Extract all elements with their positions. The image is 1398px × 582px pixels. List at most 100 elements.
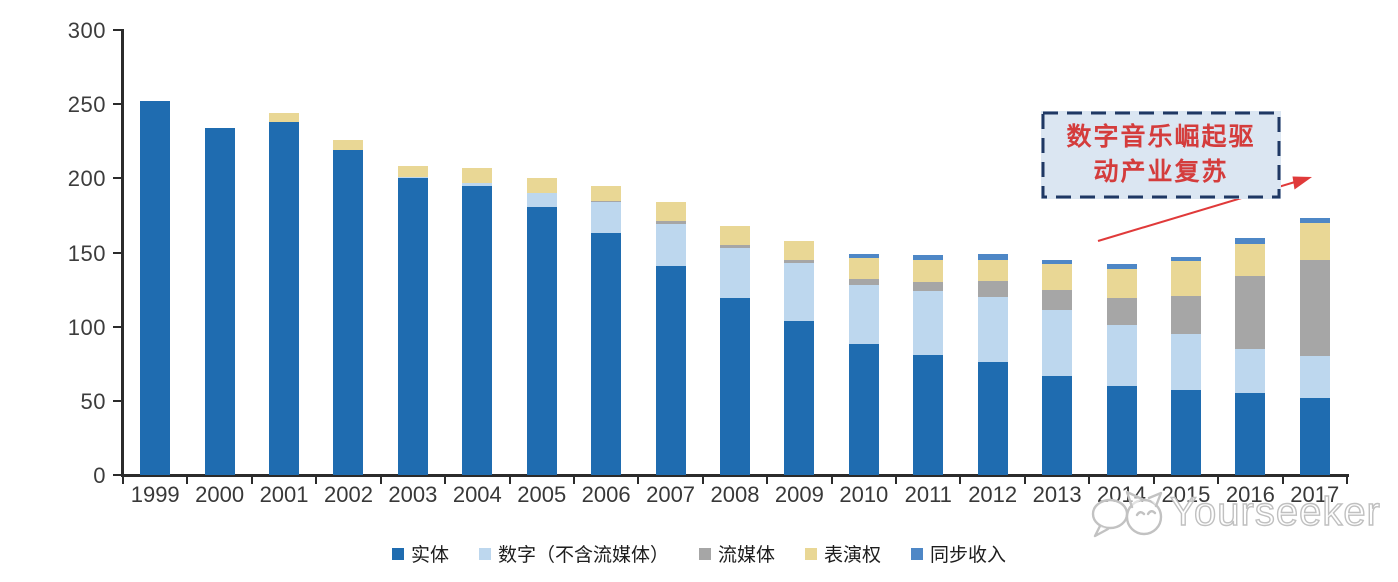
bar-2009-segment-0 xyxy=(784,320,815,475)
y-axis-label: 150 xyxy=(67,240,106,266)
x-axis-label: 2007 xyxy=(646,482,696,507)
bar-2006-segment-1 xyxy=(591,202,622,234)
x-axis-tick xyxy=(315,476,318,484)
bar-2014-segment-2 xyxy=(1106,298,1137,326)
legend-swatch-icon xyxy=(911,547,924,560)
bar-2007-segment-1 xyxy=(655,224,686,266)
bar-2009-segment-1 xyxy=(784,262,815,321)
x-axis-label: 2010 xyxy=(839,482,889,507)
x-axis-tick xyxy=(250,476,253,484)
x-axis-label: 2004 xyxy=(452,482,502,507)
x-axis-tick xyxy=(766,476,769,484)
annotation-line-1: 数字音乐崛起驱 xyxy=(1066,123,1256,151)
legend-label: 表演权 xyxy=(824,545,882,566)
bar-2005-segment-3 xyxy=(526,178,557,194)
y-axis-tick xyxy=(113,29,122,31)
x-axis-label: 2002 xyxy=(323,482,373,507)
bar-2016-segment-0 xyxy=(1235,393,1266,475)
y-axis-tick xyxy=(113,399,122,402)
bar-2007-segment-0 xyxy=(655,265,686,475)
x-axis-tick xyxy=(186,476,189,484)
bar-2010-segment-3 xyxy=(848,258,879,280)
y-axis-tick xyxy=(113,474,122,476)
legend-label: 流媒体 xyxy=(717,545,775,566)
x-axis-tick xyxy=(1088,476,1091,484)
bar-2013-segment-0 xyxy=(1042,375,1073,475)
x-axis-tick xyxy=(1217,476,1220,484)
legend-swatch-icon xyxy=(478,547,491,560)
x-axis-tick xyxy=(122,476,124,484)
bar-2011-segment-4 xyxy=(913,255,944,260)
x-axis-label: 2008 xyxy=(710,482,760,507)
watermark: Yourseeker xyxy=(1086,484,1398,548)
bar-2002-segment-3 xyxy=(333,139,364,151)
bar-2007-segment-2 xyxy=(655,221,686,225)
bar-2006-segment-3 xyxy=(591,185,622,201)
watermark-text: Yourseeker xyxy=(1169,489,1381,534)
bar-2010-segment-1 xyxy=(848,285,879,345)
bar-2011-segment-2 xyxy=(913,282,944,292)
bar-2010-segment-0 xyxy=(848,344,879,475)
annotation-text: 数字音乐崛起驱 动产业复苏 xyxy=(1041,120,1281,190)
y-axis-label: 300 xyxy=(67,18,106,43)
y-axis-label: 0 xyxy=(93,463,106,488)
x-axis-tick xyxy=(444,476,447,484)
x-axis-tick xyxy=(572,476,575,484)
bar-2015-segment-4 xyxy=(1170,256,1201,262)
bar-2005-segment-0 xyxy=(526,206,557,475)
x-axis-label: 2009 xyxy=(774,482,824,507)
bar-2006-segment-2 xyxy=(591,200,622,203)
y-axis-label: 250 xyxy=(67,92,106,118)
legend-swatch-icon xyxy=(698,547,711,560)
legend-item-1: 数字（不含流媒体） xyxy=(478,540,669,567)
annotation-callout-box: 数字音乐崛起驱 动产业复苏 xyxy=(1041,111,1281,199)
legend-item-2: 流媒体 xyxy=(698,540,775,567)
bar-2009-segment-3 xyxy=(784,240,815,260)
bar-2004-segment-0 xyxy=(462,185,493,475)
x-axis-label: 2013 xyxy=(1032,482,1082,507)
bar-2011-segment-1 xyxy=(913,291,944,355)
legend-label: 同步收入 xyxy=(930,545,1007,566)
bar-2008-segment-0 xyxy=(720,298,750,475)
bar-2000-segment-0 xyxy=(204,127,235,475)
annotation-line-2: 动产业复苏 xyxy=(1093,158,1229,186)
bar-2008-segment-3 xyxy=(720,225,750,246)
bar-2013-segment-4 xyxy=(1042,259,1073,265)
x-axis-line xyxy=(121,474,1349,477)
bar-2003-segment-1 xyxy=(397,176,428,179)
bar-2015-segment-2 xyxy=(1170,295,1201,335)
yourseeker-cat-logo-icon xyxy=(1091,490,1163,538)
y-axis-tick xyxy=(113,103,122,106)
bar-2014-segment-3 xyxy=(1106,268,1137,299)
x-axis-tick xyxy=(508,476,511,484)
bar-2010-segment-4 xyxy=(848,253,879,259)
x-axis-label: 2012 xyxy=(968,482,1018,507)
bar-2013-segment-1 xyxy=(1042,310,1073,376)
bar-2016-segment-4 xyxy=(1235,237,1266,244)
legend-item-4: 同步收入 xyxy=(911,540,1006,567)
bar-2016-segment-3 xyxy=(1235,243,1266,277)
x-axis-tick xyxy=(379,476,382,484)
bar-2014-segment-1 xyxy=(1106,325,1137,386)
bar-2012-segment-1 xyxy=(977,297,1008,363)
x-axis-tick xyxy=(830,476,833,484)
y-axis-tick xyxy=(113,325,122,328)
legend-item-0: 实体 xyxy=(391,540,449,567)
x-axis-label: 2000 xyxy=(195,482,245,507)
y-axis-tick xyxy=(113,251,122,254)
x-axis-label: 2015 xyxy=(1161,482,1211,507)
legend-item-3: 表演权 xyxy=(805,540,881,567)
x-axis-tick xyxy=(895,476,898,484)
bar-2013-segment-2 xyxy=(1042,289,1073,311)
bar-2009-segment-2 xyxy=(784,259,815,263)
bar-2011-segment-3 xyxy=(913,259,944,283)
x-axis-label: 2011 xyxy=(904,482,952,507)
chart-legend: 实体 数字（不含流媒体） 流媒体 表演权 同步收入 xyxy=(0,540,1398,567)
x-axis-label: 1999 xyxy=(130,482,180,507)
legend-swatch-icon xyxy=(391,547,404,560)
bar-2003-segment-3 xyxy=(397,166,428,177)
bar-2016-segment-2 xyxy=(1235,276,1266,349)
y-axis-label: 100 xyxy=(67,314,106,340)
bar-2015-segment-1 xyxy=(1170,334,1201,391)
